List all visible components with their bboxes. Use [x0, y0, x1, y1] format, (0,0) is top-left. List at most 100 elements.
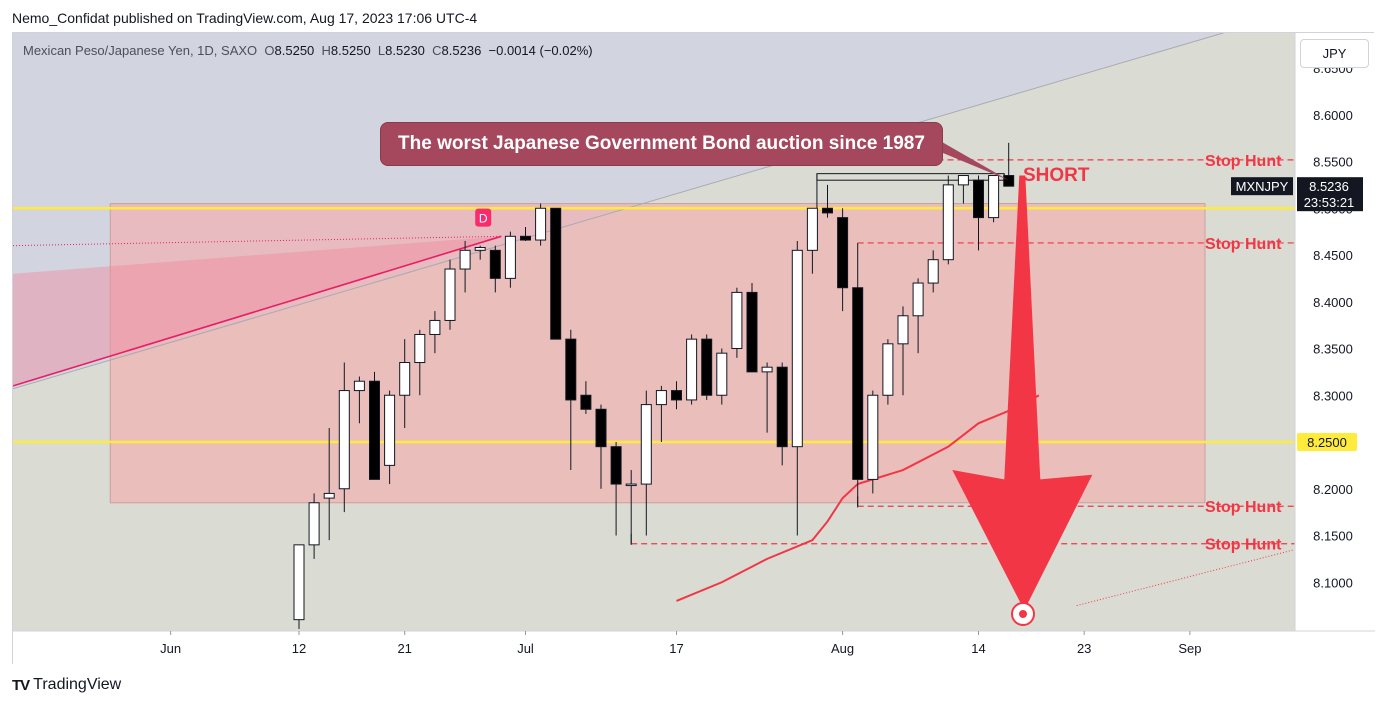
upper-region-fill: [13, 33, 1295, 389]
candle-up: [414, 333, 426, 364]
candle-up: [293, 544, 305, 621]
candle-up: [761, 366, 773, 373]
candle-down: [550, 207, 562, 340]
last-price-tag-bg: [1297, 177, 1363, 212]
time-tick-label: 21: [397, 641, 411, 656]
publisher-line: Nemo_Confidat published on TradingView.c…: [12, 10, 478, 26]
time-tick-label: Jun: [160, 641, 181, 656]
tradingview-logo-icon: TV: [12, 676, 30, 694]
time-tick-label: Sep: [1178, 641, 1201, 656]
last-price-value: 8.5236: [1309, 179, 1349, 194]
candle-up: [640, 404, 652, 485]
candle-down: [1003, 175, 1015, 187]
candle-down: [369, 380, 380, 480]
callout-pointer: [928, 134, 1009, 181]
stop-hunt-label: Stop Hunt: [1205, 537, 1282, 554]
price-axis-bg: [1295, 33, 1375, 665]
candle-down: [595, 408, 607, 448]
long-trend-line: [13, 33, 1225, 390]
candle-up: [942, 184, 954, 261]
candle-up: [957, 175, 969, 186]
legend-high-label: H: [321, 43, 331, 58]
time-tick-label: 23: [1077, 641, 1091, 656]
chart-container[interactable]: 8.55178.46298.18138.14128.65008.60008.55…: [12, 32, 1375, 665]
legend-instrument: Mexican Peso/Japanese Yen, 1D, SAXO: [23, 43, 258, 58]
price-tick-label: 8.3000: [1313, 388, 1353, 403]
time-tick-label: 17: [669, 641, 683, 656]
candle-up: [384, 394, 396, 466]
candle-up: [927, 259, 939, 284]
time-axis-bg: [13, 631, 1375, 665]
candle-down: [580, 394, 592, 410]
price-tick-label: 8.4000: [1313, 295, 1353, 310]
legend-change: −0.0014 (−0.02%): [488, 43, 593, 58]
candle-up: [308, 502, 320, 546]
symbol-tag-bg: [1231, 177, 1293, 196]
candle-up: [897, 315, 909, 345]
legend-open-label: O: [264, 43, 275, 58]
candle-down: [822, 207, 833, 214]
support-resistance-zone: [109, 203, 1206, 504]
candle-up: [791, 249, 803, 448]
candle-down: [776, 366, 788, 448]
candle-down: [746, 291, 758, 373]
candle-up: [867, 394, 879, 480]
price-tick-label: 8.3500: [1313, 342, 1353, 357]
candle-down: [489, 249, 501, 279]
candle-down: [610, 446, 622, 485]
currency-button[interactable]: JPY: [1300, 39, 1369, 68]
candle-up: [399, 362, 411, 396]
legend-low-label: L: [377, 43, 386, 58]
chart-legend: Mexican Peso/Japanese Yen, 1D, SAXO O8.5…: [23, 43, 593, 58]
tradingview-footer[interactable]: TV TradingView: [12, 676, 121, 694]
candle-down: [701, 338, 713, 396]
yellow-price-tag: 8.2500: [1307, 435, 1347, 450]
pattern-dotted-line: [13, 235, 502, 247]
candle-down: [837, 217, 849, 289]
short-label: SHORT: [1023, 165, 1090, 186]
symbol-tag: MXNJPY: [1236, 179, 1289, 194]
price-tick-label: 8.2000: [1313, 482, 1353, 497]
candle-up: [429, 319, 441, 335]
stop-hunt-label: Stop Hunt: [1205, 499, 1282, 516]
candle-up: [988, 175, 1000, 219]
candle-up: [444, 268, 456, 321]
candle-down: [565, 338, 577, 401]
yellow-price-tag-bg: [1297, 433, 1357, 451]
candle-up: [716, 352, 728, 396]
legend-close-value: 8.5236: [441, 43, 482, 58]
candle-up: [912, 282, 924, 317]
candle-up: [504, 235, 516, 279]
bar-countdown: 23:53:21: [1304, 195, 1355, 210]
legend-open-value: 8.5250: [274, 43, 315, 58]
time-tick-label: 12: [292, 641, 306, 656]
dividend-marker: D: [479, 212, 488, 226]
price-tick-label: 8.5500: [1313, 155, 1353, 170]
pattern-trend-line: [13, 235, 502, 387]
candle-down: [852, 287, 864, 480]
candle-up: [338, 390, 350, 490]
candle-down: [520, 235, 531, 241]
price-tick-label: 8.1500: [1313, 529, 1353, 544]
candle-down: [671, 390, 682, 401]
legend-low-value: 8.5230: [385, 43, 425, 58]
time-tick-label: Aug: [831, 641, 854, 656]
legend-close-label: C: [432, 43, 442, 58]
moving-average-line: [676, 394, 1040, 602]
legend-high-value: 8.5250: [330, 43, 371, 58]
candle-up: [806, 207, 818, 251]
time-tick-label: Jul: [517, 641, 534, 656]
candle-up: [535, 207, 547, 241]
tradingview-brand: TradingView: [33, 676, 122, 693]
dividend-marker-bg: [475, 208, 492, 227]
price-tick-label: 8.6000: [1313, 108, 1353, 123]
candle-up: [686, 338, 698, 401]
candle-up: [459, 249, 471, 270]
candle-up: [882, 343, 894, 396]
candle-up: [353, 380, 365, 392]
candle-up: [731, 291, 743, 349]
candle-up: [474, 247, 486, 251]
jgb-auction-callout: The worst Japanese Government Bond aucti…: [380, 122, 943, 166]
candle-up: [323, 492, 335, 499]
target-circle-dot: [1019, 610, 1027, 618]
